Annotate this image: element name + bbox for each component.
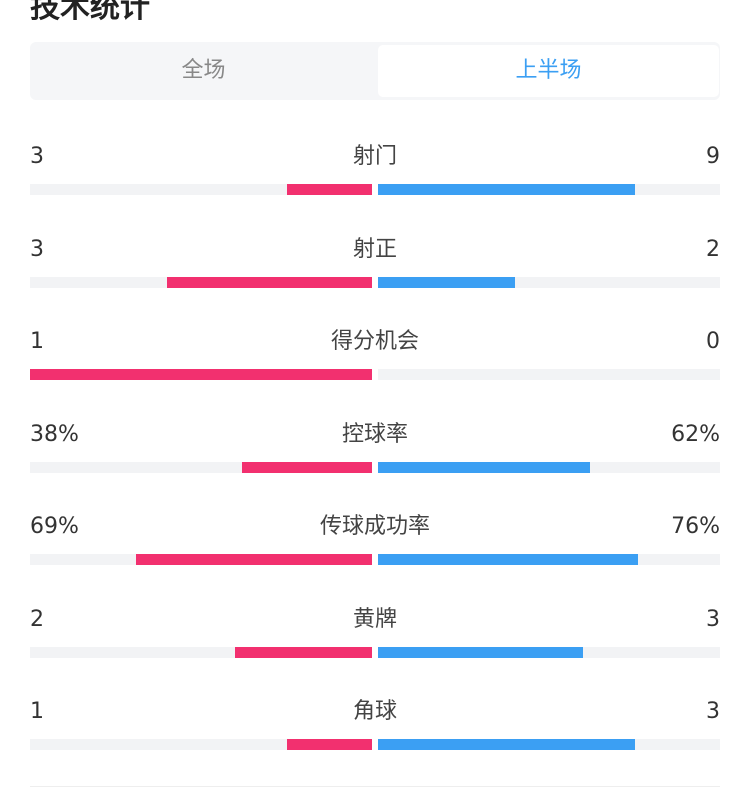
track xyxy=(30,739,372,750)
home-bar xyxy=(235,646,372,658)
tab-bar: 全场 上半场 xyxy=(30,42,720,100)
divider xyxy=(30,786,720,787)
stat-label: 射门 xyxy=(352,144,397,169)
stat-label: 角球 xyxy=(352,699,397,724)
home-value: 3 xyxy=(30,144,44,169)
away-bar xyxy=(378,739,635,750)
home-bar xyxy=(286,184,372,195)
stat-label: 传球成功率 xyxy=(319,514,430,539)
away-bar xyxy=(378,461,591,473)
home-bar xyxy=(30,369,372,380)
track xyxy=(30,461,372,473)
away-value: 3 xyxy=(706,699,720,724)
tab[interactable]: 全场 xyxy=(181,58,226,83)
home-value: 1 xyxy=(30,329,44,354)
home-bar xyxy=(242,461,372,473)
away-bar xyxy=(378,184,635,195)
away-bar xyxy=(378,646,584,658)
away-value: 62% xyxy=(671,421,720,447)
stat-label: 黄牌 xyxy=(352,606,397,632)
home-value: 2 xyxy=(30,606,44,632)
home-bar xyxy=(286,739,372,750)
stat-label: 得分机会 xyxy=(330,329,419,354)
away-value: 9 xyxy=(706,144,720,169)
track xyxy=(30,184,372,195)
away-value: 3 xyxy=(706,606,720,632)
away-value: 76% xyxy=(671,514,720,539)
track xyxy=(30,646,372,658)
stat-label: 控球率 xyxy=(341,421,408,447)
tab[interactable]: 上半场 xyxy=(378,45,719,97)
track xyxy=(378,369,720,380)
home-bar xyxy=(166,276,372,288)
title: 技术统计 xyxy=(30,0,150,25)
away-bar xyxy=(378,276,515,288)
home-value: 1 xyxy=(30,699,44,724)
away-bar xyxy=(378,554,638,565)
track xyxy=(378,276,720,288)
away-value: 0 xyxy=(706,329,720,354)
home-bar xyxy=(136,554,372,565)
home-value: 3 xyxy=(30,236,44,262)
stat-label: 射正 xyxy=(352,236,397,262)
home-value: 69% xyxy=(30,514,79,539)
home-value: 38% xyxy=(30,421,79,447)
away-value: 2 xyxy=(706,236,720,262)
